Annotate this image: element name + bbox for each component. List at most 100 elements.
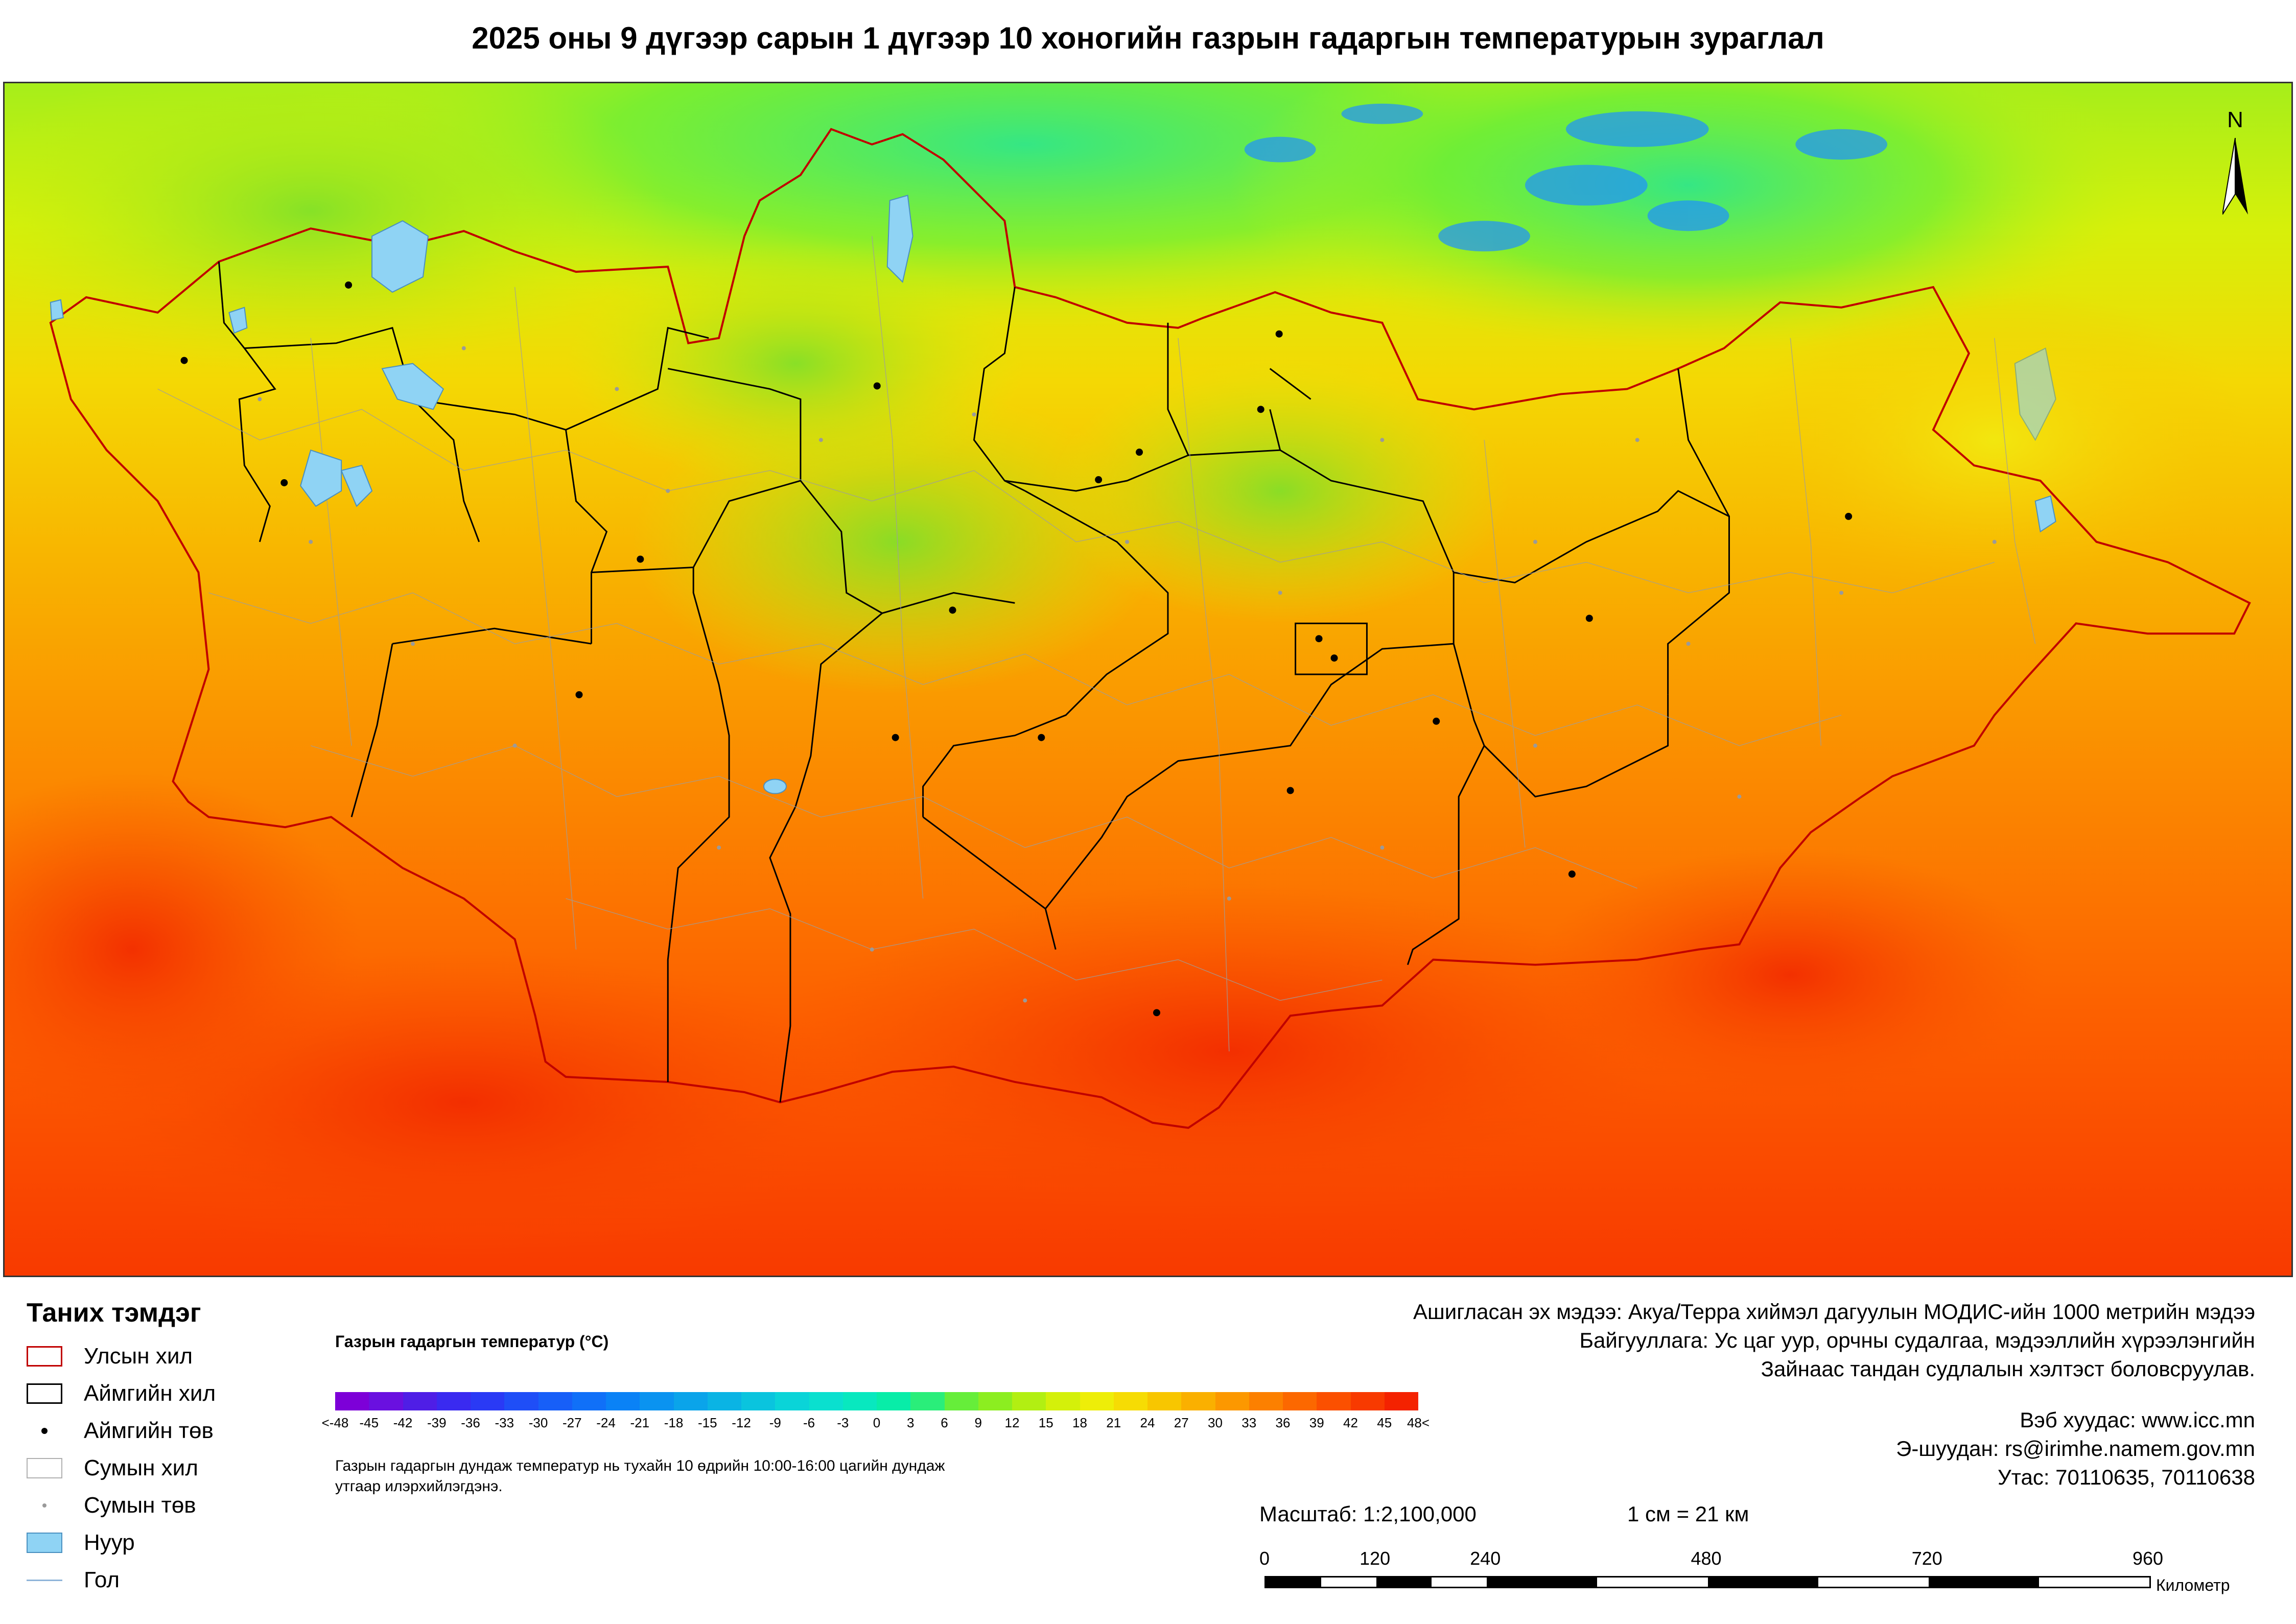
- colorbar-segment: [640, 1392, 674, 1410]
- colorbar-tick-label: -18: [664, 1415, 684, 1430]
- colorbar-tick-label: 39: [1309, 1415, 1324, 1430]
- colorbar-tick-label: 42: [1343, 1415, 1358, 1430]
- colorbar-segment: [741, 1392, 776, 1410]
- colorbar-labels: <-48 -45 -42 -39 -36 -33 -30 -27 -24 -21 -18 -15 -12…: [322, 1415, 1430, 1435]
- colorbar-tick-label: -36: [461, 1415, 480, 1430]
- scale-bar-segment: [2039, 1578, 2149, 1587]
- colorbar-tick-label: -24: [596, 1415, 616, 1430]
- email: Э-шуудан: rs@irimhe.namem.gov.mn: [1896, 1437, 2255, 1461]
- lakes: [50, 195, 2056, 794]
- colorbar-segment: [1046, 1392, 1080, 1410]
- colorbar-segment: [538, 1392, 572, 1410]
- colorbar-tick-label: 36: [1275, 1415, 1291, 1430]
- colorbar-tick-label: 45: [1377, 1415, 1392, 1430]
- colorbar-tick-label: -12: [732, 1415, 751, 1430]
- colorbar-segment: [1317, 1392, 1351, 1410]
- colorbar-segment: [944, 1392, 978, 1410]
- colorbar-segment: [842, 1392, 877, 1410]
- province-centers: [180, 281, 1853, 1017]
- scale-bar-tick-label: 960: [2132, 1548, 2164, 1569]
- legend-item-river: Гол: [27, 1565, 120, 1595]
- soum-borders: [157, 236, 2036, 1052]
- scale-bar-segment: [1487, 1578, 1598, 1587]
- north-arrow: N: [2212, 107, 2258, 215]
- colorbar-tick-label: 0: [873, 1415, 881, 1430]
- source-line: Ашигласан эх мэдээ: Акуа/Терра хиймэл да…: [1413, 1300, 2255, 1324]
- colorbar-tick-label: 12: [1004, 1415, 1020, 1430]
- colorbar-segment: [369, 1392, 403, 1410]
- colorbar-tick-label: 9: [974, 1415, 982, 1430]
- colorbar-segment: [1384, 1392, 1418, 1410]
- colorbar-tick-label: 18: [1072, 1415, 1087, 1430]
- colorbar-segment: [809, 1392, 843, 1410]
- colorbar-tick-label: 48<: [1407, 1415, 1430, 1430]
- colorbar-tick-label: -9: [769, 1415, 781, 1430]
- colorbar-tick-label: -3: [837, 1415, 849, 1430]
- colorbar-segment: [606, 1392, 640, 1410]
- colorbar-segment: [471, 1392, 505, 1410]
- colorbar-tick-label: 15: [1038, 1415, 1053, 1430]
- colorbar-segment: [403, 1392, 437, 1410]
- colorbar-segment: [436, 1392, 471, 1410]
- legend-label: Аймгийн хил: [84, 1381, 216, 1406]
- scale-bar-tick-label: 720: [1911, 1548, 1942, 1569]
- colorbar-tick-label: -45: [359, 1415, 379, 1430]
- legend-label: Нуур: [84, 1530, 135, 1555]
- map-canvas: [5, 83, 2291, 1276]
- colorbar-segment: [1350, 1392, 1385, 1410]
- colorbar-tick-label: 24: [1140, 1415, 1155, 1430]
- scale-bar-tick-label: 120: [1360, 1548, 1391, 1569]
- legend-item-province-center: Аймгийн төв: [27, 1416, 214, 1446]
- legend-label: Гол: [84, 1567, 120, 1592]
- scale-equivalence: 1 см = 21 км: [1627, 1502, 1749, 1526]
- colorbar-segment: [1215, 1392, 1249, 1410]
- legend-label: Сумын төв: [84, 1493, 196, 1518]
- colorbar-tick-label: 30: [1208, 1415, 1223, 1430]
- colorbar-tick-label: 27: [1174, 1415, 1189, 1430]
- colorbar-tick-label: -6: [803, 1415, 815, 1430]
- national-border: [49, 128, 2251, 1129]
- cold-spots: [1244, 103, 1888, 252]
- colorbar-tick-label: -21: [630, 1415, 650, 1430]
- scale-bar-segment: [1321, 1578, 1377, 1587]
- contact-info: Вэб хуудас: www.icc.mn Э-шуудан: rs@irim…: [1896, 1406, 2255, 1492]
- colorbar-segment: [572, 1392, 606, 1410]
- scale-bar-segment: [1928, 1578, 2039, 1587]
- scale-bar-segment: [1376, 1578, 1432, 1587]
- phone: Утас: 70110635, 70110638: [1998, 1465, 2255, 1489]
- scale-bar-tick-label: 240: [1470, 1548, 1501, 1569]
- source-info: Ашигласан эх мэдээ: Акуа/Терра хиймэл да…: [1413, 1298, 2255, 1383]
- scale-bar-segment: [1266, 1578, 1322, 1587]
- colorbar-segment: [877, 1392, 911, 1410]
- colorbar-segment: [1012, 1392, 1046, 1410]
- province-borders: [218, 261, 1730, 1103]
- colorbar-tick-label: 3: [907, 1415, 915, 1430]
- legend-item-province-border: Аймгийн хил: [27, 1378, 216, 1409]
- river-swatch: [27, 1570, 62, 1590]
- colorbar-title: Газрын гадаргын температур (°C): [335, 1332, 609, 1351]
- scale-bar-tick-label: 0: [1259, 1548, 1270, 1569]
- scale-bar: 0 120 240 480 720 960 Километр: [1259, 1548, 2230, 1604]
- soum-centers: [257, 346, 1997, 1003]
- soum-border-swatch: [27, 1458, 62, 1478]
- colorbar-segment: [1080, 1392, 1114, 1410]
- colorbar-segment: [1147, 1392, 1182, 1410]
- scale-bar-graphic: [1264, 1576, 2151, 1588]
- scale-bar-segment: [1597, 1578, 1708, 1587]
- colorbar-segment: [335, 1392, 369, 1410]
- colorbar-tick-label: -30: [528, 1415, 548, 1430]
- colorbar-tick-label: <-48: [321, 1415, 349, 1430]
- soum-center-icon: [27, 1495, 62, 1516]
- scale-bar-segment: [1818, 1578, 1929, 1587]
- organization-line: Байгууллага: Ус цаг уур, орчны судалгаа,…: [1579, 1328, 2255, 1352]
- colorbar-segment: [1249, 1392, 1283, 1410]
- colorbar-segment: [1181, 1392, 1215, 1410]
- colorbar-tick-label: 33: [1241, 1415, 1257, 1430]
- national-border-swatch: [27, 1346, 62, 1367]
- colorbar-tick-label: 6: [941, 1415, 948, 1430]
- legend-item-national-border: Улсын хил: [27, 1341, 193, 1372]
- north-label: N: [2227, 107, 2243, 132]
- scale-unit: Километр: [2156, 1576, 2230, 1594]
- legend-title: Таних тэмдэг: [27, 1298, 201, 1328]
